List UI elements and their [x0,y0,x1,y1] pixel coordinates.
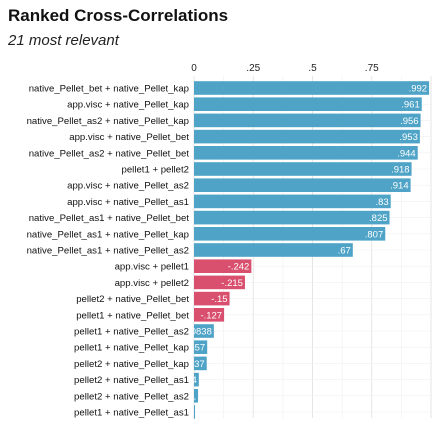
category-label: app.visc + pellet1 [115,262,189,273]
bar [194,130,420,144]
bar-value-label: .807 [365,229,384,240]
x-tick-label: .75 [365,63,379,74]
category-label: native_Pellet_bet + native_Pellet_kap [29,84,189,95]
bar-value-label: .918 [391,165,410,176]
category-label: native_Pellet_as1 + native_Pellet_bet [29,213,190,224]
bar [194,195,391,209]
bar-value-label: .956 [400,116,419,127]
bar-value-label: .83 [375,197,388,208]
category-label: native_Pellet_as2 + native_Pellet_kap [27,116,189,127]
bar-value-label: .992 [409,84,428,95]
bar [194,211,390,225]
bar [194,243,353,257]
bar-value-label: .944 [397,148,416,159]
x-tick-label: 0 [191,63,197,74]
bar [194,178,411,192]
category-label: native_Pellet_as1 + native_Pellet_as2 [27,246,189,257]
bar [194,114,421,128]
category-label: pellet2 + native_Pellet_kap [74,359,189,370]
category-label: app.visc + pellet2 [115,278,189,289]
bar-value-label: .67 [338,246,351,257]
category-label: pellet1 + pellet2 [122,165,189,176]
category-label: pellet2 + native_Pellet_as1 [74,375,189,386]
bar [194,162,412,176]
category-label: pellet2 + native_Pellet_bet [76,294,189,305]
category-label: app.visc + native_Pellet_bet [69,132,189,143]
bar [194,146,418,160]
bar [194,227,385,241]
category-label: pellet1 + native_Pellet_bet [76,310,189,321]
bar [194,97,422,111]
bar-value-label: .914 [390,181,409,192]
category-label: app.visc + native_Pellet_as2 [67,181,189,192]
bar [194,81,429,95]
bar [194,405,195,419]
category-label: pellet2 + native_Pellet_as2 [74,391,189,402]
bar-value-label: .953 [399,132,418,143]
x-tick-label: .25 [246,63,260,74]
bar-value-label: .961 [401,100,420,111]
bar-value-label: -.242 [228,262,250,273]
tick-layer: 0 .25 .5 .75 [191,63,379,74]
label-layer: native_Pellet_bet + native_Pellet_kapapp… [27,84,190,419]
bar-value-label: .0838 [188,327,212,338]
category-label: pellet1 + native_Pellet_kap [74,343,189,354]
bar-value-label: -.15 [211,294,227,305]
bar-value-label: .825 [369,213,388,224]
category-label: pellet1 + native_Pellet_as2 [74,327,189,338]
category-label: app.visc + native_Pellet_kap [67,100,189,111]
category-label: native_Pellet_as2 + native_Pellet_bet [29,148,190,159]
bar-value-label: -.127 [200,310,222,321]
category-label: pellet1 + native_Pellet_as1 [74,408,189,419]
category-label: app.visc + native_Pellet_as1 [67,197,189,208]
x-tick-label: .5 [308,63,317,74]
category-label: native_Pellet_as1 + native_Pellet_kap [27,229,189,240]
bar-value-label: -.215 [221,278,243,289]
